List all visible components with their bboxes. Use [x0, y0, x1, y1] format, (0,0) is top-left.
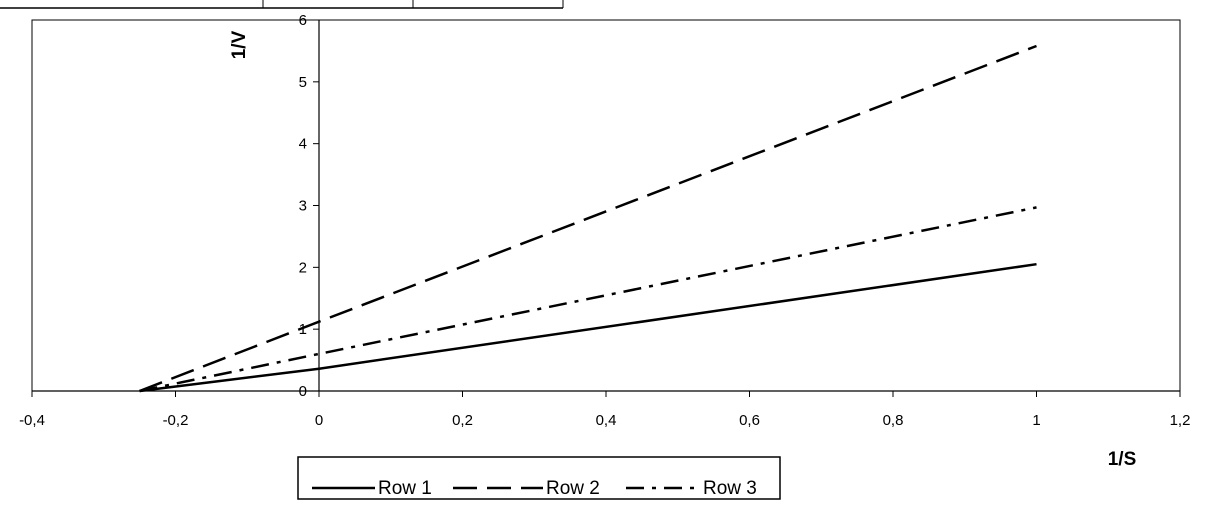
x-tick-label: 1,2: [1170, 412, 1191, 429]
x-tick-label: 0,8: [883, 412, 904, 429]
x-tick-label: 0,2: [452, 412, 473, 429]
y-tick-label: 4: [299, 136, 307, 153]
plot-area-border: [32, 20, 1180, 391]
x-tick-label: 1: [1032, 412, 1040, 429]
y-tick-label: 5: [299, 74, 307, 91]
legend: Row 1 Row 2 Row 3: [298, 457, 780, 499]
x-tick-label: 0,4: [596, 412, 617, 429]
series-group: [140, 46, 1037, 391]
x-tick-label: -0,4: [19, 412, 45, 429]
legend-label-row-3: Row 3: [703, 478, 757, 499]
axes: [32, 20, 1180, 397]
x-tick-label: -0,2: [163, 412, 189, 429]
tick-labels: -0,4 -0,2 0 0,2 0,4 0,6 0,8 1 1,2 0 1 2 3 4 5 6: [19, 12, 1190, 429]
series-line-row-1: [140, 264, 1037, 391]
x-axis-title: 1/S: [1108, 449, 1137, 470]
series-line-row-3: [140, 207, 1037, 391]
x-tick-label: 0: [315, 412, 323, 429]
y-tick-label: 0: [299, 383, 307, 400]
y-tick-label: 1: [299, 321, 307, 338]
legend-label-row-1: Row 1: [378, 478, 432, 499]
x-tick-label: 0,6: [739, 412, 760, 429]
y-tick-label: 3: [299, 198, 307, 215]
y-tick-label: 2: [299, 259, 307, 276]
y-axis-title: 1/V: [229, 30, 250, 59]
series-line-row-2: [140, 46, 1037, 391]
y-tick-label: 6: [299, 12, 307, 29]
legend-label-row-2: Row 2: [546, 478, 600, 499]
